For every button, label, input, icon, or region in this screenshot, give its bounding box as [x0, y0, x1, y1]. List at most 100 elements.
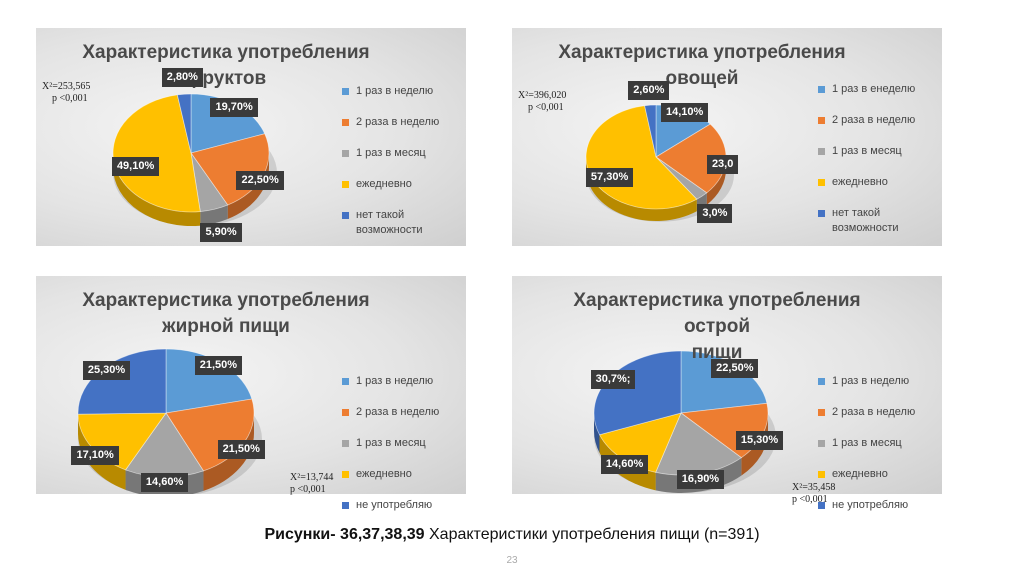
legend-item: 1 раз в неделю	[818, 374, 940, 389]
legend-item: ежедневно	[818, 175, 940, 190]
legend-item: 2 раза в неделю	[342, 405, 464, 420]
legend-swatch	[818, 502, 825, 509]
legend-swatch	[818, 409, 825, 416]
legend: 1 раз в неделю 2 раза в неделю 1 раз в мес…	[342, 374, 464, 529]
pie-slice-side	[203, 413, 254, 491]
legend-item: 1 раз в месяц	[342, 146, 464, 161]
pie-slice	[176, 93, 192, 154]
data-label: 22,50%	[711, 358, 759, 378]
legend-swatch	[342, 378, 349, 385]
chart-title: Характеристика употребления овощей	[552, 40, 852, 92]
legend-swatch	[342, 212, 349, 219]
legend: 1 раз в енеделю 2 раза в неделю 1 раз в ме…	[818, 82, 940, 248]
data-label: 23,0	[706, 155, 739, 175]
legend-label: 1 раз в неделю	[832, 375, 910, 387]
data-label: 14,60%	[140, 473, 189, 492]
legend-label: 1 раз в месяц	[356, 147, 426, 159]
chi-square-value: X²=35,458	[792, 482, 836, 493]
legend-label: ежедневно	[356, 178, 412, 190]
legend-item: ежедневно	[342, 177, 464, 192]
legend-item: нет такой возможности	[818, 206, 940, 236]
legend-swatch	[818, 440, 825, 447]
legend-label: 2 раза в неделю	[832, 114, 916, 126]
legend-label: ежедневно	[356, 468, 412, 480]
legend-item: 2 раза в неделю	[342, 115, 464, 130]
legend-item: 2 раза в неделю	[818, 113, 940, 128]
data-label: 15,30%	[735, 431, 784, 451]
chart-panel-fruits: Характеристика употребления фруктов X²=2…	[36, 28, 466, 246]
caption-bold: Рисунки- 36,37,38,39	[264, 526, 425, 543]
data-label: 14,10%	[661, 102, 709, 122]
data-label: 49,10%	[111, 156, 160, 176]
legend-swatch	[818, 378, 825, 385]
legend-label: нет такой возможности	[356, 209, 423, 236]
legend-label: 1 раз в месяц	[356, 437, 426, 449]
chart-title-line-2: жирной пищи	[162, 316, 290, 337]
legend-item: ежедневно	[342, 467, 464, 482]
data-label: 5,90%	[200, 222, 242, 242]
data-label: 21,50%	[217, 440, 265, 460]
pie-slice-side	[113, 153, 201, 226]
legend-label: не употребляю	[832, 499, 909, 511]
legend-label: 1 раз в месяц	[832, 145, 902, 157]
legend-item: 1 раз в месяц	[342, 436, 464, 451]
pie-slice	[77, 348, 167, 415]
chart-panel-fatty-food: Характеристика употребления жирной пищи …	[36, 276, 466, 511]
legend-swatch	[342, 440, 349, 447]
p-value: p <0,001	[528, 102, 564, 113]
legend-swatch	[818, 148, 825, 155]
page-number: 23	[506, 555, 518, 566]
pie-slice	[644, 104, 657, 158]
legend-label: ежедневно	[832, 468, 888, 480]
caption-text: Характеристики употребления пищи (n=391)	[424, 526, 760, 543]
chart-panel-vegetables: Характеристика употребления овощей X²=39…	[512, 28, 942, 246]
chart-title-line-1: Характеристика употребления острой	[573, 290, 861, 337]
legend-swatch	[342, 88, 349, 95]
pie-slice-side	[706, 157, 726, 205]
pie-slice-side	[594, 413, 600, 453]
data-label: 19,70%	[210, 97, 258, 117]
data-label: 3,0%	[697, 203, 733, 223]
pie-slice-side	[586, 157, 697, 221]
p-value: p <0,001	[52, 93, 88, 104]
data-label: 30,7%;	[590, 369, 636, 389]
legend-swatch	[342, 409, 349, 416]
legend-swatch	[342, 150, 349, 157]
legend-item: 1 раз в енеделю	[818, 82, 940, 97]
chi-square-value: X²=13,744	[290, 472, 334, 483]
legend-item: 1 раз в неделю	[342, 374, 464, 389]
legend-swatch	[818, 86, 825, 93]
data-label: 16,90%	[676, 469, 725, 489]
legend-label: 2 раза в неделю	[356, 406, 440, 418]
legend-item: ежедневно	[818, 467, 940, 482]
chi-square-stat: X²=253,565 p <0,001	[42, 81, 90, 105]
legend-swatch	[818, 117, 825, 124]
chart-title-line-2: пищи	[691, 342, 743, 363]
legend-label: 1 раз в енеделю	[832, 83, 916, 95]
legend-swatch	[342, 181, 349, 188]
legend-item: 2 раза в неделю	[818, 405, 940, 420]
data-label: 2,60%	[628, 81, 670, 101]
chi-square-stat: X²=35,458 p <0,001	[792, 482, 835, 506]
legend-label: нет такой возможности	[832, 207, 899, 234]
chart-title: Характеристика употребления фруктов	[76, 40, 376, 92]
legend-swatch	[342, 471, 349, 478]
data-label: 25,30%	[82, 360, 131, 380]
chi-square-stat: X²=396,020 p <0,001	[518, 90, 566, 114]
legend-item: не употребляю	[818, 498, 940, 513]
legend-swatch	[342, 502, 349, 509]
legend-swatch	[818, 179, 825, 186]
legend-label: 2 раза в неделю	[356, 116, 440, 128]
chart-title-line-1: Характеристика употребления	[82, 42, 370, 63]
legend-item: 1 раз в месяц	[818, 144, 940, 159]
legend-label: ежедневно	[832, 176, 888, 188]
legend-label: 1 раз в неделю	[356, 85, 434, 97]
legend-label: не употребляю	[356, 499, 433, 511]
legend-swatch	[342, 119, 349, 126]
legend-item: 1 раз в неделю	[342, 84, 464, 99]
pie-chart-fruits	[112, 93, 277, 227]
chi-square-value: X²=253,565	[42, 81, 91, 92]
legend-label: 2 раза в неделю	[832, 406, 916, 418]
pie-slice-side	[741, 413, 768, 476]
legend-label: 1 раз в неделю	[356, 375, 434, 387]
